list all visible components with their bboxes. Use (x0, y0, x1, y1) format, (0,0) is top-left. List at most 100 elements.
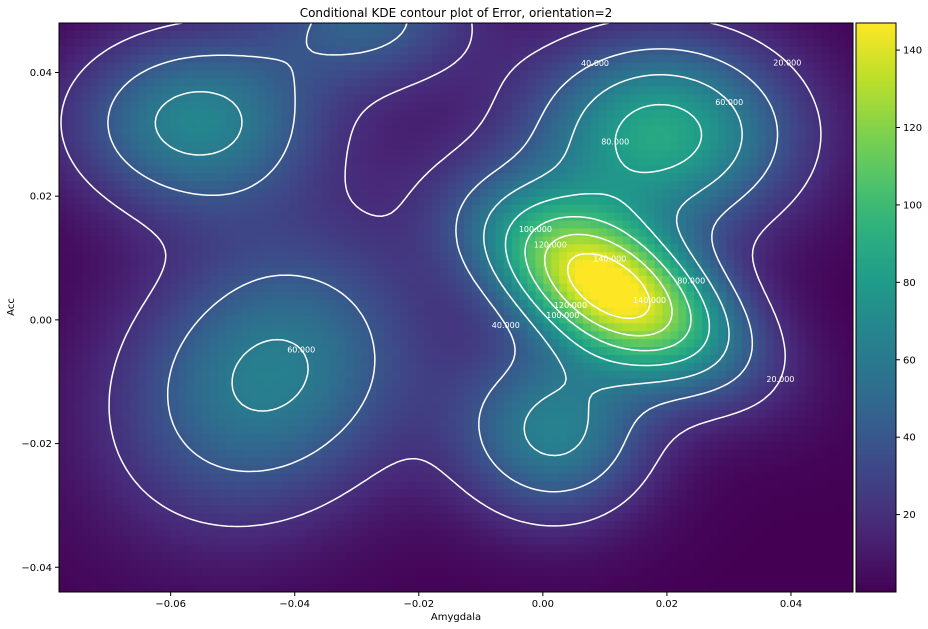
heatmap-cell (400, 109, 409, 119)
heatmap-cell (297, 307, 306, 316)
heatmap-cell (146, 402, 155, 411)
heatmap-cell (106, 157, 116, 166)
heatmap-cell (567, 244, 576, 253)
heatmap-cell (495, 394, 505, 403)
heatmap-cell (321, 204, 330, 214)
heatmap-cell (757, 62, 767, 72)
heatmap-cell (686, 102, 695, 111)
heatmap-cell (66, 236, 76, 245)
heatmap-cell (829, 283, 838, 293)
heatmap-cell (186, 86, 195, 95)
heatmap-cell (265, 220, 274, 230)
heatmap-cell (233, 236, 243, 245)
heatmap-cell (360, 220, 370, 230)
heatmap-cell (670, 125, 679, 135)
heatmap-cell (146, 339, 155, 348)
heatmap-cell (535, 165, 544, 174)
heatmap-cell (114, 252, 124, 261)
heatmap-cell (384, 109, 394, 119)
heatmap-cell (527, 141, 536, 151)
heatmap-cell (781, 402, 791, 411)
heatmap-cell (122, 402, 132, 411)
heatmap-cell (178, 410, 187, 419)
heatmap-cell (511, 181, 521, 190)
heatmap-cell (654, 141, 664, 151)
heatmap-cell (583, 354, 592, 364)
heatmap-cell (376, 46, 386, 56)
heatmap-cell (527, 23, 536, 32)
heatmap-cell (217, 283, 227, 293)
heatmap-cell (654, 133, 664, 143)
heatmap-cell (186, 386, 195, 396)
heatmap-cell (471, 38, 481, 48)
heatmap-cell (741, 165, 751, 174)
heatmap-cell (138, 267, 147, 277)
heatmap-cell (535, 299, 544, 309)
heatmap-cell (662, 331, 671, 340)
heatmap-cell (670, 236, 679, 245)
heatmap-cell (416, 181, 425, 190)
heatmap-cell (718, 70, 727, 79)
heatmap-cell (305, 117, 314, 127)
heatmap-cell (821, 133, 830, 143)
heatmap-cell (336, 220, 346, 230)
heatmap-cell (424, 109, 433, 119)
heatmap-cell (400, 252, 409, 261)
heatmap-cell (193, 181, 203, 190)
heatmap-cell (463, 212, 473, 222)
heatmap-cell (725, 236, 735, 245)
heatmap-cell (519, 386, 529, 396)
heatmap-cell (583, 23, 592, 32)
heatmap-cell (114, 94, 124, 103)
heatmap-cell (265, 331, 274, 340)
heatmap-cell (535, 102, 544, 111)
heatmap-cell (845, 394, 853, 403)
heatmap-cell (344, 323, 354, 332)
heatmap-cell (583, 149, 592, 158)
heatmap-cell (527, 260, 536, 269)
heatmap-cell (725, 228, 735, 237)
heatmap-cell (360, 275, 370, 285)
heatmap-cell (654, 386, 664, 396)
heatmap-cell (614, 402, 624, 411)
heatmap-cell (66, 181, 76, 190)
heatmap-cell (487, 125, 497, 135)
heatmap-cell (765, 117, 775, 127)
heatmap-cell (106, 307, 116, 316)
heatmap-cell (471, 410, 481, 419)
heatmap-cell (186, 260, 195, 269)
heatmap-cell (590, 394, 600, 403)
heatmap-cell (749, 196, 759, 206)
heatmap-cell (98, 149, 108, 158)
heatmap-cell (511, 228, 521, 237)
heatmap-cell (289, 307, 298, 316)
heatmap-cell (241, 236, 251, 245)
heatmap-cell (495, 260, 505, 269)
heatmap-cell (733, 339, 743, 348)
heatmap-cell (297, 299, 306, 309)
heatmap-cell (503, 86, 513, 95)
heatmap-cell (154, 54, 163, 64)
heatmap-cell (178, 283, 187, 293)
heatmap-cell (710, 236, 719, 245)
heatmap-cell (622, 220, 632, 230)
heatmap-cell (416, 102, 425, 111)
heatmap-cell (606, 109, 616, 119)
heatmap-cell (559, 291, 568, 301)
heatmap-cell (519, 220, 529, 230)
heatmap-cell (837, 173, 846, 182)
heatmap-cell (527, 30, 536, 40)
heatmap-cell (305, 220, 314, 230)
heatmap-cell (543, 46, 552, 56)
heatmap-cell (725, 117, 735, 127)
heatmap-cell (217, 299, 227, 309)
heatmap-cell (471, 402, 481, 411)
heatmap-cell (321, 212, 330, 222)
heatmap-cell (630, 267, 640, 277)
heatmap-cell (606, 260, 616, 269)
heatmap-cell (66, 157, 76, 166)
heatmap-cell (432, 402, 441, 411)
heatmap-cell (456, 354, 465, 364)
heatmap-cell (559, 109, 568, 119)
heatmap-cell (162, 141, 171, 151)
